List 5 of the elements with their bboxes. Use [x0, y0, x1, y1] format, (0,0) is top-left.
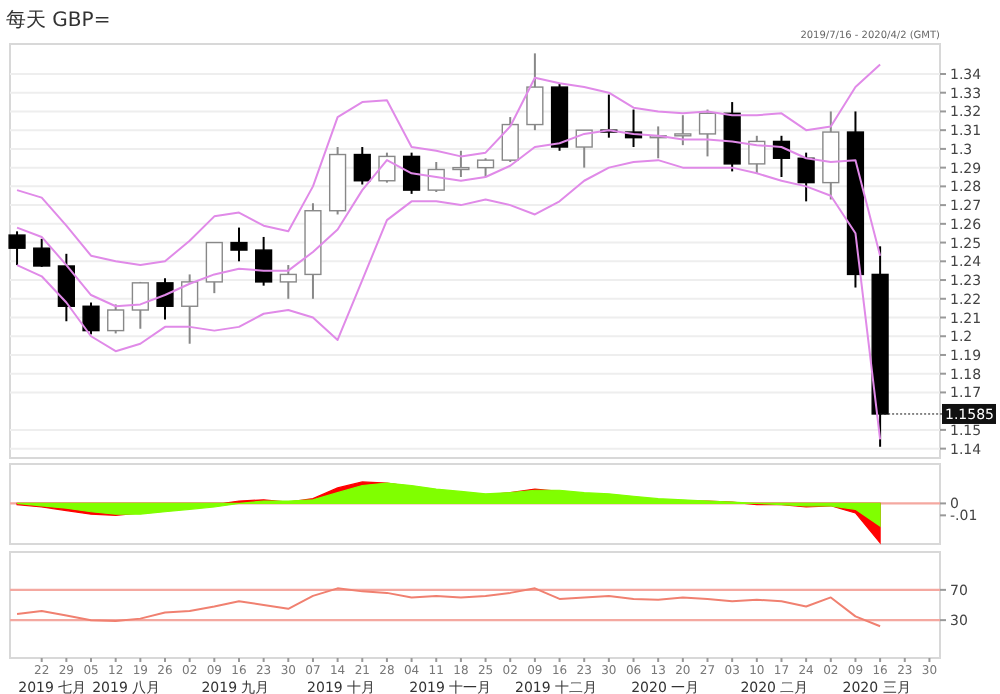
chart-title: 每天 GBP=: [6, 8, 111, 32]
line-series: [16, 587, 882, 628]
line-series: [16, 63, 882, 267]
line-series: [16, 129, 882, 308]
line-series: [16, 159, 882, 441]
